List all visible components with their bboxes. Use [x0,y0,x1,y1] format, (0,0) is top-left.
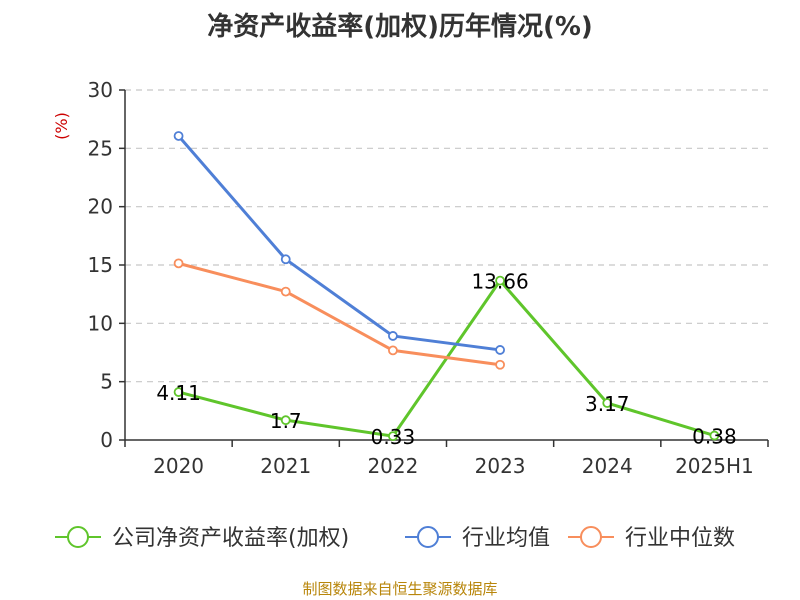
x-tick-label-2023: 2023 [475,454,526,478]
legend-marker-2 [580,526,602,548]
series-1-point-2020 [173,131,184,141]
source-note: 制图数据来自恒生聚源数据库 [302,580,498,598]
legend-item-2: 行业中位数 [568,526,735,551]
data-label-2024: 3.17 [585,392,630,416]
legend-item-1: 行业均值 [405,526,550,551]
series-1-point-2023 [495,345,505,355]
y-tick-label-0: 0 [100,428,113,452]
axes: 0 5 10 15 20 25 30 (%) 2020 2021 2022 2023 2024 2025H… [52,78,769,478]
y-tick-label-5: 5 [100,370,113,394]
data-label-2025H1: 0.38 [692,425,737,449]
data-label-2021: 1.7 [270,409,302,433]
series-2-point-2021 [280,286,291,297]
series-0-point-2022 [388,431,398,442]
x-tick-label-2021: 2021 [260,454,311,478]
data-label-2023: 13.66 [471,270,528,294]
legend-marker-1 [417,526,439,548]
series-1-point-2022 [388,331,398,341]
legend-label-1: 行业均值 [462,526,550,551]
series-0-point-2020 [173,387,184,397]
series [173,131,720,442]
legend-item-0: 公司净资产收益率(加权) [55,526,349,551]
data-label-2020: 4.11 [156,381,201,405]
chart-title: 净资产收益率(加权)历年情况(%) [207,12,593,42]
series-line-1 [177,134,501,352]
series-0-point-2025H1 [709,430,720,441]
data-label-2022: 0.33 [371,425,416,449]
x-tick-label-2022: 2022 [367,454,418,478]
legend-label-0: 公司净资产收益率(加权) [112,526,349,551]
series-0-point-2023 [495,275,505,286]
data-labels: 4.11 1.7 0.33 13.66 3.17 0.38 [156,270,736,450]
y-tick-label-30: 30 [88,78,113,102]
series-line-2 [178,261,501,367]
legend-marker-0 [67,526,89,548]
grid-lines [125,89,768,383]
x-tick-label-2025H1: 2025H1 [675,454,754,478]
series-1-point-2021 [280,254,291,265]
legend-label-2: 行业中位数 [625,526,735,551]
y-tick-label-25: 25 [88,136,113,160]
series-0-point-2021 [280,415,291,426]
y-unit-label: (%) [52,112,71,140]
x-tick-label-2020: 2020 [153,454,204,478]
series-2-point-2022 [388,345,398,356]
series-2-point-2023 [495,359,505,370]
x-tick-label-2024: 2024 [582,454,633,478]
series-2-point-2020 [173,258,184,269]
y-tick-label-10: 10 [88,311,113,335]
series-0-point-2024 [602,398,613,408]
y-tick-label-20: 20 [88,195,113,219]
legend: 公司净资产收益率(加权) 行业均值 行业中位数 [55,526,735,551]
y-tick-label-15: 15 [88,253,113,277]
